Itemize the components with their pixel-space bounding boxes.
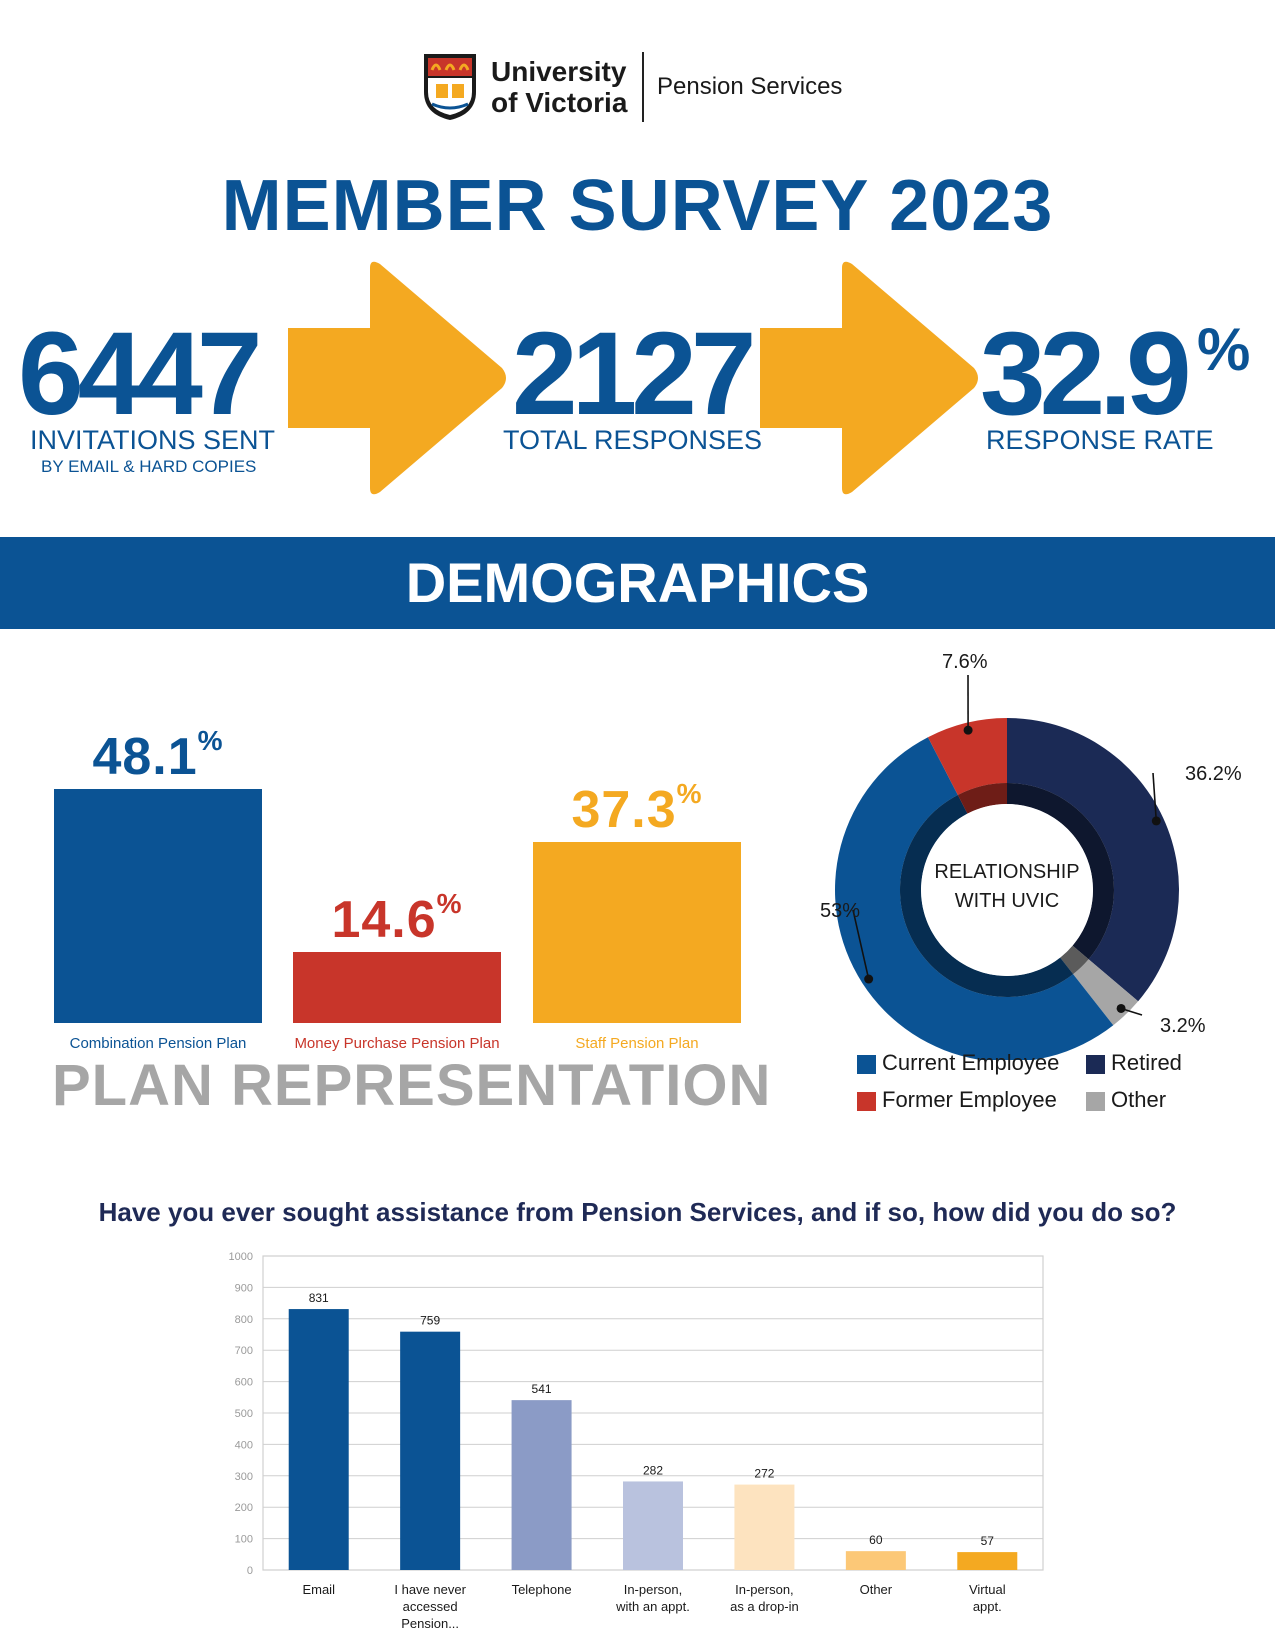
bar-value-label: 57	[981, 1534, 995, 1548]
bar	[957, 1552, 1018, 1570]
y-tick-label: 1000	[229, 1251, 253, 1263]
arrow-right-icon	[288, 261, 506, 495]
relationship-donut-chart: 36.2% 3.2% 53% 7.6% RELATIONSHIP WITH UVIC	[820, 651, 1242, 1060]
y-tick-label: 500	[235, 1408, 253, 1420]
bar	[845, 1551, 906, 1570]
bar	[623, 1481, 683, 1570]
y-tick-label: 600	[235, 1377, 253, 1389]
header-divider	[642, 52, 644, 122]
y-tick-label: 700	[235, 1345, 253, 1357]
legend-swatch-other	[1086, 1092, 1105, 1111]
donut-inner-ring-retired	[1007, 783, 1114, 960]
x-category-label: Other	[860, 1582, 893, 1597]
bar	[511, 1400, 572, 1570]
donut-leader-line-other	[1120, 1007, 1143, 1016]
x-category-label: as a drop-in	[730, 1599, 799, 1614]
x-category-label: I have never	[394, 1582, 466, 1597]
donut-leader-line-current-employee	[852, 909, 870, 980]
y-tick-label: 100	[235, 1534, 253, 1546]
donut-inner-shade-current-employee	[899, 794, 1074, 998]
legend-label-other: Other	[1111, 1087, 1167, 1112]
plan-pct-money-purchase: 14.6%	[331, 888, 463, 950]
x-category-label: Email	[302, 1582, 335, 1597]
x-category-label: with an appt.	[615, 1599, 690, 1614]
invitations-sent-label: INVITATIONS SENT	[30, 425, 276, 455]
total-responses-label: TOTAL RESPONSES	[503, 425, 763, 455]
x-category-label: In-person,	[624, 1582, 683, 1597]
total-responses-value: 2127	[512, 308, 757, 440]
donut-slice-current-employee	[835, 737, 1114, 1060]
plan-label-staff: Staff Pension Plan	[575, 1035, 699, 1052]
university-name: University of Victoria	[491, 56, 627, 118]
plan-bar-combination	[54, 789, 262, 1023]
bar-value-label: 541	[532, 1382, 552, 1396]
plan-label-combination: Combination Pension Plan	[69, 1035, 247, 1052]
bar-value-label: 272	[754, 1467, 774, 1481]
donut-center-line1: RELATIONSHIP	[934, 861, 1079, 883]
university-name-line1: University	[491, 56, 627, 87]
y-tick-label: 200	[235, 1502, 253, 1514]
donut-label-current-employee: 53%	[820, 900, 860, 922]
response-rate-percent-symbol: %	[1197, 316, 1251, 383]
donut-center-line2: WITH UVIC	[955, 890, 1059, 912]
donut-label-other: 3.2%	[1160, 1015, 1206, 1037]
bar-value-label: 60	[869, 1533, 883, 1547]
demographics-title: DEMOGRAPHICS	[405, 551, 870, 614]
invitations-sent-value: 6447	[18, 308, 263, 440]
bar-value-label: 282	[643, 1463, 663, 1477]
legend-label-retired: Retired	[1111, 1050, 1182, 1075]
y-tick-label: 900	[235, 1282, 253, 1294]
donut-slice-former-employee	[927, 718, 1007, 795]
university-shield-logo	[424, 54, 476, 120]
plan-pct-combination: 48.1%	[92, 725, 224, 787]
y-tick-label: 800	[235, 1314, 253, 1326]
x-category-label: accessed	[403, 1599, 458, 1614]
response-rate-label: RESPONSE RATE	[986, 425, 1214, 455]
plan-pct-staff: 37.3%	[571, 777, 703, 839]
legend-label-current-employee: Current Employee	[882, 1050, 1060, 1075]
x-category-label: In-person,	[735, 1582, 794, 1597]
x-category-label: Virtual	[969, 1582, 1006, 1597]
arrow-right-icon	[760, 261, 978, 495]
donut-inner-shade-retired	[1007, 783, 1114, 960]
bar	[734, 1484, 795, 1570]
donut-label-former-employee: 7.6%	[942, 651, 988, 673]
bar-value-label: 831	[309, 1291, 329, 1305]
survey-question: Have you ever sought assistance from Pen…	[98, 1197, 1177, 1227]
plan-label-money-purchase: Money Purchase Pension Plan	[294, 1035, 500, 1052]
x-category-label: Telephone	[512, 1582, 572, 1597]
y-tick-label: 0	[247, 1565, 253, 1577]
donut-center	[921, 804, 1093, 976]
legend-swatch-current-employee	[857, 1055, 876, 1074]
x-category-label: appt.	[973, 1599, 1002, 1614]
demographics-banner	[0, 537, 1275, 629]
legend-swatch-retired	[1086, 1055, 1105, 1074]
donut-inner-shade-other	[1060, 945, 1089, 975]
bar	[288, 1309, 349, 1570]
donut-inner-ring-other	[1060, 945, 1089, 975]
plan-bar-money-purchase	[293, 952, 501, 1023]
plan-representation-title: PLAN REPRESENTATION	[52, 1053, 772, 1118]
legend-label-former-employee: Former Employee	[882, 1087, 1057, 1112]
page-title: MEMBER SURVEY 2023	[221, 166, 1054, 246]
donut-label-retired: 36.2%	[1185, 763, 1242, 785]
donut-slice-retired	[1007, 718, 1179, 1002]
x-category-label: Pension...	[401, 1616, 459, 1631]
university-name-line2: of Victoria	[491, 87, 628, 118]
y-tick-label: 400	[235, 1439, 253, 1451]
plan-bar-staff	[533, 841, 741, 1023]
donut-inner-ring-current-employee	[899, 794, 1074, 998]
donut-inner-shade-former-employee	[957, 783, 1007, 814]
y-tick-label: 300	[235, 1471, 253, 1483]
department-name: Pension Services	[657, 73, 843, 100]
donut-leader-line-retired	[1152, 772, 1158, 821]
bar-value-label: 759	[420, 1314, 440, 1328]
assistance-bar-chart: 0 100 200 300 400 500 600 700 800 900 1000 831 Email…	[229, 1251, 1044, 1631]
donut-inner-ring-former-employee	[957, 783, 1007, 814]
invitations-sent-sublabel: BY EMAIL & HARD COPIES	[41, 457, 257, 476]
legend-swatch-former-employee	[857, 1092, 876, 1111]
response-rate-value: 32.9	[980, 308, 1192, 440]
bar	[400, 1331, 461, 1570]
